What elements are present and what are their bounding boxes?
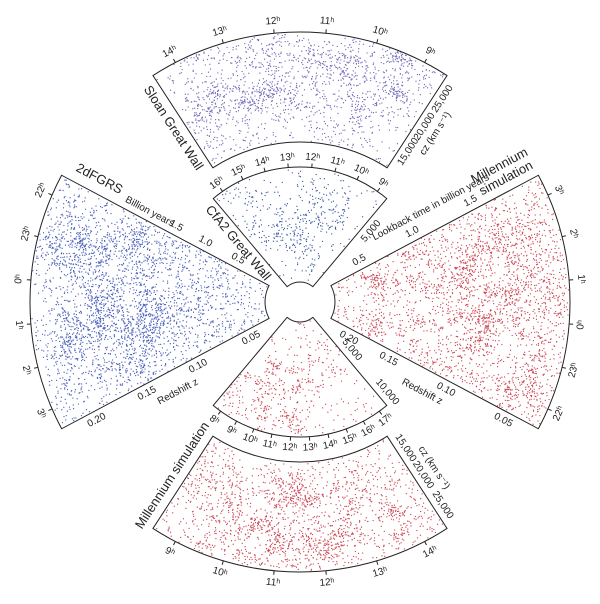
arc-tick (251, 428, 255, 433)
arc-tick (424, 541, 427, 546)
arc-tick (173, 58, 176, 63)
galaxy-points (216, 169, 377, 281)
label: 1.0 (197, 233, 215, 249)
label: 11ʰ (262, 438, 278, 452)
arc-tick (270, 433, 273, 439)
label: 14ʰ (421, 544, 439, 561)
label: 10ʰ (352, 163, 370, 179)
label: 10ʰ (211, 565, 229, 580)
label: 13ʰ (302, 442, 318, 454)
arc-tick (263, 167, 266, 172)
arc-tick (221, 39, 224, 44)
label: 2ʰ (567, 228, 580, 240)
arc-tick (234, 420, 238, 425)
label: 3ʰ (34, 407, 48, 420)
wedge (152, 435, 448, 573)
label: 22ʰ (33, 181, 49, 199)
galaxy-points (31, 179, 268, 424)
label: 13ʰ (371, 565, 389, 580)
label: 0.5 (351, 252, 369, 268)
label: 13ʰ (279, 152, 295, 164)
label: Redshift z (400, 377, 444, 408)
galaxy-points (217, 320, 375, 436)
label: 11ʰ (265, 577, 280, 589)
label: 1ʰ (13, 320, 25, 330)
label: 13ʰ (211, 24, 229, 39)
arc-tick (240, 175, 244, 180)
arc-tick (48, 193, 53, 196)
galaxy-points (156, 439, 443, 571)
label: Redshift z (156, 377, 200, 408)
arc-tick (356, 175, 360, 180)
arc-tick (378, 410, 383, 415)
label: 12ʰ (265, 15, 281, 27)
arc-tick (173, 541, 176, 546)
arc-tick (547, 193, 552, 196)
label: 14ʰ (322, 438, 339, 452)
label: 9ʰ (423, 45, 437, 59)
label: 2ʰ (20, 364, 33, 376)
galaxy-points (334, 181, 570, 425)
wedge (212, 316, 388, 438)
arc-tick (376, 560, 379, 565)
label: 22ʰ (551, 405, 567, 423)
arc-tick (334, 167, 337, 172)
arc-tick (377, 187, 381, 192)
label: 0ʰ (13, 274, 25, 284)
arc-tick (362, 420, 366, 425)
label: 11ʰ (319, 15, 334, 27)
label: 23ʰ (19, 225, 33, 242)
wedge (330, 174, 571, 430)
arc-tick (345, 428, 349, 433)
label: 12ʰ (319, 577, 335, 589)
label: 10ʰ (371, 24, 389, 39)
arc-tick (561, 366, 566, 369)
label: 12ʰ (282, 442, 298, 454)
label: 16ʰ (208, 174, 227, 192)
label: 17ʰ (377, 411, 396, 429)
label: 10ʰ (241, 432, 259, 448)
arc-tick (34, 366, 39, 369)
arc-tick (547, 408, 552, 411)
label: 16ʰ (359, 423, 378, 440)
label: 11ʰ (329, 155, 346, 169)
label: 0ʰ (575, 320, 587, 330)
label: 3ʰ (552, 184, 566, 197)
label: 23ʰ (567, 362, 581, 379)
label: 9ʰ (376, 176, 390, 190)
wedge (152, 31, 448, 169)
arc-tick (327, 433, 330, 439)
galaxy-points (156, 33, 445, 167)
arc-tick (217, 410, 222, 415)
label: 15ʰ (230, 162, 248, 178)
arc-tick (561, 235, 566, 238)
label: 9ʰ (225, 424, 239, 438)
arc-tick (219, 187, 223, 192)
label: 15ʰ (341, 432, 359, 448)
arc-tick (424, 58, 427, 63)
label: 14ʰ (161, 44, 179, 61)
label: 12ʰ (305, 152, 321, 164)
arc-tick (34, 235, 39, 238)
label: 14ʰ (254, 155, 271, 170)
arc-tick (221, 560, 224, 565)
arc-tick (48, 408, 53, 411)
arc-tick (376, 39, 379, 44)
label: 9ʰ (163, 545, 177, 559)
label: 1ʰ (575, 274, 587, 284)
